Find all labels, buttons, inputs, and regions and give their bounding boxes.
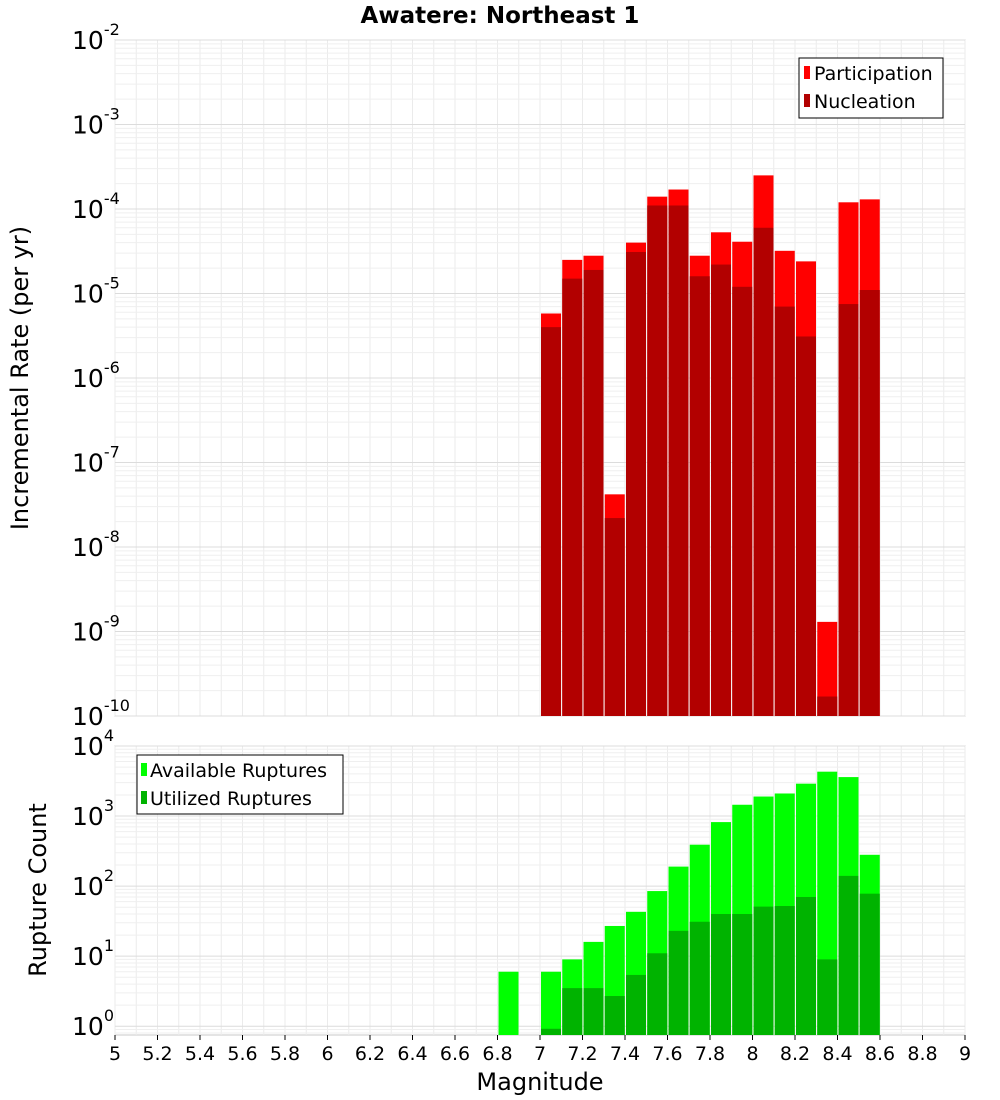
- count-available-ruptures-bar: [541, 971, 561, 1035]
- x-tick-label: 5.4: [185, 1043, 215, 1065]
- x-tick-label: 7: [534, 1043, 546, 1065]
- count-y-axis-label: Rupture Count: [24, 803, 52, 977]
- x-tick-label: 6.4: [397, 1043, 427, 1065]
- y-tick-label: 10-3: [72, 105, 120, 140]
- count-utilized-ruptures-bar: [817, 959, 838, 1035]
- rate-nucleation-bar: [562, 278, 583, 716]
- rate-nucleation-bar: [668, 205, 689, 716]
- y-tick-label: 103: [72, 796, 114, 831]
- x-tick-label: 6: [321, 1043, 333, 1065]
- y-tick-label: 10-10: [72, 696, 130, 731]
- rate-nucleation-bar: [796, 336, 816, 716]
- count-y-ticks: 104 103 102 101 100: [72, 726, 114, 1041]
- rate-grid: [114, 39, 966, 717]
- x-tick-label: 6.8: [482, 1043, 512, 1065]
- x-tick-label: 6.2: [355, 1043, 385, 1065]
- rate-nucleation-bar: [732, 286, 753, 716]
- count-utilized-ruptures-bar: [689, 921, 710, 1035]
- x-tick-label: 8: [746, 1043, 758, 1065]
- x-tick-label: 5.6: [227, 1043, 257, 1065]
- x-tick-label: 7.6: [652, 1043, 682, 1065]
- available-legend-swatch: [141, 763, 147, 776]
- x-tick-label: 7.8: [695, 1043, 725, 1065]
- count-utilized-ruptures-bar: [711, 914, 731, 1035]
- count-utilized-ruptures-bar: [583, 988, 604, 1035]
- utilized-legend-label: Utilized Ruptures: [150, 788, 312, 810]
- rate-legend: Participation Nucleation: [798, 57, 944, 119]
- y-tick-label: 10-4: [72, 189, 120, 224]
- x-tick-label: 8.6: [865, 1043, 895, 1065]
- rate-participation-bar: [817, 621, 838, 716]
- count-utilized-ruptures-bar: [859, 893, 880, 1035]
- count-utilized-ruptures-bar: [753, 906, 774, 1035]
- x-tick-label: 7.2: [567, 1043, 597, 1065]
- y-tick-label: 10-8: [72, 527, 120, 562]
- y-tick-label: 10-2: [72, 20, 120, 55]
- x-tick-label: 8.4: [822, 1043, 852, 1065]
- y-tick-label: 10-7: [72, 443, 120, 478]
- count-utilized-ruptures-bar: [626, 974, 646, 1035]
- nucleation-legend-label: Nucleation: [814, 91, 916, 113]
- rate-legend-box: [798, 57, 944, 119]
- y-tick-label: 10-9: [72, 612, 120, 647]
- y-tick-label: 101: [72, 936, 114, 971]
- x-axis-label: Magnitude: [476, 1068, 603, 1096]
- rate-nucleation-bar: [859, 290, 880, 716]
- rate-nucleation-bar: [626, 251, 646, 717]
- available-legend-label: Available Ruptures: [150, 760, 327, 782]
- count-available-ruptures-bar: [498, 971, 519, 1035]
- count-x-ticks: 5 5.2 5.4 5.6 5.8 6 6.2 6.4 6.6 6.8 7 7.2 7.4 7.6 7.8 8…: [109, 1035, 971, 1065]
- rate-nucleation-bar: [753, 227, 774, 716]
- count-utilized-ruptures-bar: [541, 1028, 561, 1035]
- count-utilized-ruptures-bar: [796, 896, 816, 1035]
- x-tick-label: 5.2: [142, 1043, 172, 1065]
- rate-nucleation-bar: [604, 518, 625, 716]
- rate-nucleation-bar: [817, 696, 838, 716]
- nucleation-legend-swatch: [804, 94, 810, 107]
- rate-nucleation-bar: [689, 276, 710, 716]
- rate-y-axis-label: Incremental Rate (per yr): [6, 226, 34, 530]
- count-panel: 104 103 102 101 100 5 5.2 5.4 5.6 5.8 6 6.2 6.4 6.6 6…: [24, 726, 971, 1096]
- x-tick-label: 7.4: [610, 1043, 640, 1065]
- count-utilized-ruptures-bar: [562, 988, 583, 1035]
- x-tick-label: 8.8: [907, 1043, 937, 1065]
- chart-title: Awatere: Northeast 1: [361, 3, 640, 29]
- count-utilized-ruptures-bar: [604, 996, 625, 1035]
- count-utilized-ruptures-bar: [774, 906, 795, 1035]
- x-tick-label: 5: [109, 1043, 121, 1065]
- y-tick-label: 10-6: [72, 358, 120, 393]
- rate-nucleation-bar: [583, 269, 604, 716]
- count-utilized-ruptures-bar: [647, 953, 668, 1035]
- rate-panel: 10-2 10-3 10-4 10-5 10-6 10-7 10-8 10-9 10-10 In…: [6, 20, 966, 731]
- x-tick-label: 6.6: [440, 1043, 470, 1065]
- count-utilized-ruptures-bar: [732, 914, 753, 1035]
- count-utilized-ruptures-bar: [668, 930, 689, 1035]
- count-legend: Available Ruptures Utilized Ruptures: [136, 754, 344, 815]
- rate-nucleation-bar: [647, 205, 668, 716]
- rate-y-ticks: 10-2 10-3 10-4 10-5 10-6 10-7 10-8 10-9 10-10: [72, 20, 130, 731]
- rate-nucleation-bar: [711, 264, 731, 716]
- rate-nucleation-bar: [541, 327, 561, 716]
- utilized-legend-swatch: [141, 791, 147, 804]
- y-tick-label: 102: [72, 866, 114, 901]
- participation-legend-swatch: [804, 66, 810, 79]
- count-bars: [498, 771, 880, 1035]
- count-utilized-ruptures-bar: [838, 875, 859, 1035]
- y-tick-label: 104: [72, 726, 114, 761]
- y-tick-label: 10-5: [72, 274, 120, 309]
- participation-legend-label: Participation: [814, 63, 933, 85]
- count-legend-box: [136, 754, 344, 815]
- rate-nucleation-bar: [838, 304, 859, 716]
- x-tick-label: 9: [959, 1043, 971, 1065]
- rate-bars: [541, 175, 880, 717]
- x-tick-label: 8.2: [780, 1043, 810, 1065]
- y-tick-label: 100: [72, 1006, 114, 1041]
- x-tick-label: 5.8: [270, 1043, 300, 1065]
- rate-nucleation-bar: [774, 306, 795, 716]
